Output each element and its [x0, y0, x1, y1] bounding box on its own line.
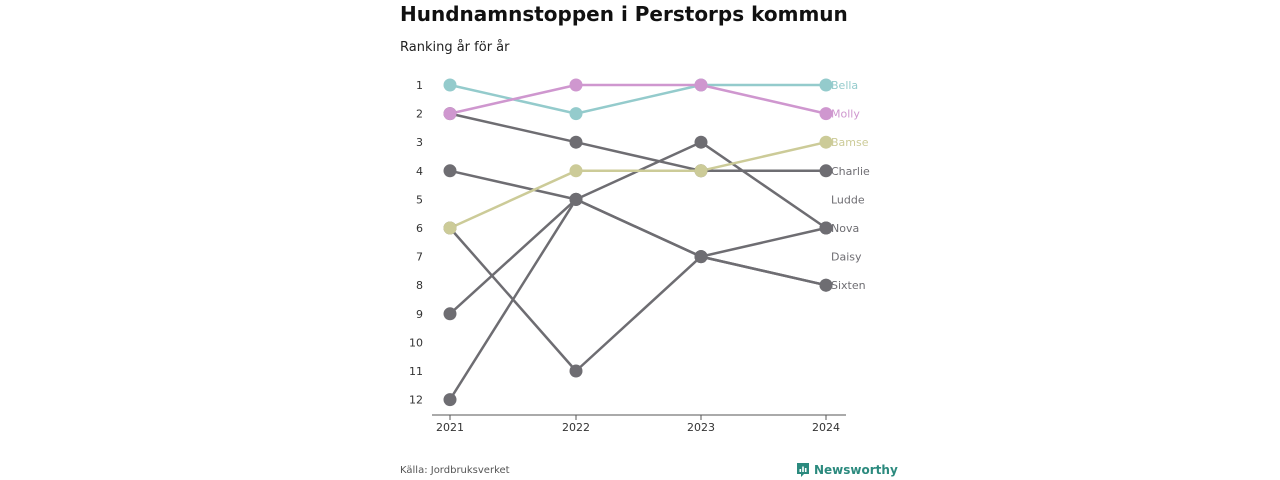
- data-point-molly: [569, 78, 583, 92]
- data-point-nova: [443, 393, 457, 407]
- data-point-bella: [443, 78, 457, 92]
- data-point-sixten: [694, 250, 708, 264]
- data-point-molly: [443, 107, 457, 121]
- data-point-daisy: [443, 307, 457, 321]
- newsworthy-logo-icon: [797, 463, 809, 477]
- series-line-bamse: [448, 140, 828, 230]
- y-tick-label: 8: [416, 279, 423, 292]
- brand-name: Newsworthy: [814, 463, 898, 477]
- chart-title: Hundnamnstoppen i Perstorps kommun: [400, 2, 848, 26]
- x-tick-label: 2022: [562, 421, 590, 434]
- y-tick-label: 1: [416, 79, 423, 92]
- data-point-sixten: [819, 278, 833, 292]
- data-point-daisy: [569, 192, 583, 206]
- data-point-bamse: [694, 164, 708, 178]
- series-line-charlie: [448, 112, 828, 173]
- data-point-bamse: [819, 135, 833, 149]
- data-point-charlie: [819, 164, 833, 178]
- chart-subtitle: Ranking år för år: [400, 40, 510, 55]
- y-tick-label: 4: [416, 165, 423, 178]
- data-point-bamse: [443, 221, 457, 235]
- end-label-molly: Molly: [831, 108, 860, 121]
- y-tick-label: 5: [416, 193, 423, 206]
- source-note: Källa: Jordbruksverket: [400, 465, 510, 476]
- series-line-molly: [448, 83, 828, 115]
- x-tick-label: 2021: [436, 421, 464, 434]
- end-label-bamse: Bamse: [831, 136, 869, 149]
- end-label-charlie: Charlie: [831, 165, 870, 178]
- series-line-bella: [448, 83, 828, 115]
- end-label-daisy: Daisy: [831, 251, 862, 264]
- y-tick-label: 11: [409, 365, 423, 378]
- y-tick-label: 3: [416, 136, 423, 149]
- data-point-bella: [819, 78, 833, 92]
- data-point-molly: [694, 78, 708, 92]
- data-point-sixten: [569, 364, 583, 378]
- y-tick-label: 7: [416, 251, 423, 264]
- y-tick-label: 9: [416, 308, 423, 321]
- y-tick-label: 2: [416, 108, 423, 121]
- y-tick-label: 6: [416, 222, 423, 235]
- end-label-nova: Nova: [831, 222, 859, 235]
- data-point-ludde: [443, 164, 457, 178]
- data-point-bamse: [569, 164, 583, 178]
- end-label-sixten: Sixten: [831, 279, 866, 292]
- data-point-bella: [569, 107, 583, 121]
- data-point-daisy: [819, 221, 833, 235]
- y-tick-label: 12: [409, 394, 423, 407]
- x-tick-label: 2023: [687, 421, 715, 434]
- brand-logo[interactable]: Newsworthy: [796, 462, 898, 478]
- series-line-nova: [448, 198, 828, 401]
- data-point-molly: [819, 107, 833, 121]
- end-label-ludde: Ludde: [831, 193, 865, 206]
- y-tick-label: 10: [409, 336, 423, 349]
- x-tick-label: 2024: [812, 421, 840, 434]
- data-point-charlie: [569, 135, 583, 149]
- end-label-bella: Bella: [831, 79, 858, 92]
- data-point-daisy: [694, 135, 708, 149]
- series-line-sixten: [448, 226, 828, 373]
